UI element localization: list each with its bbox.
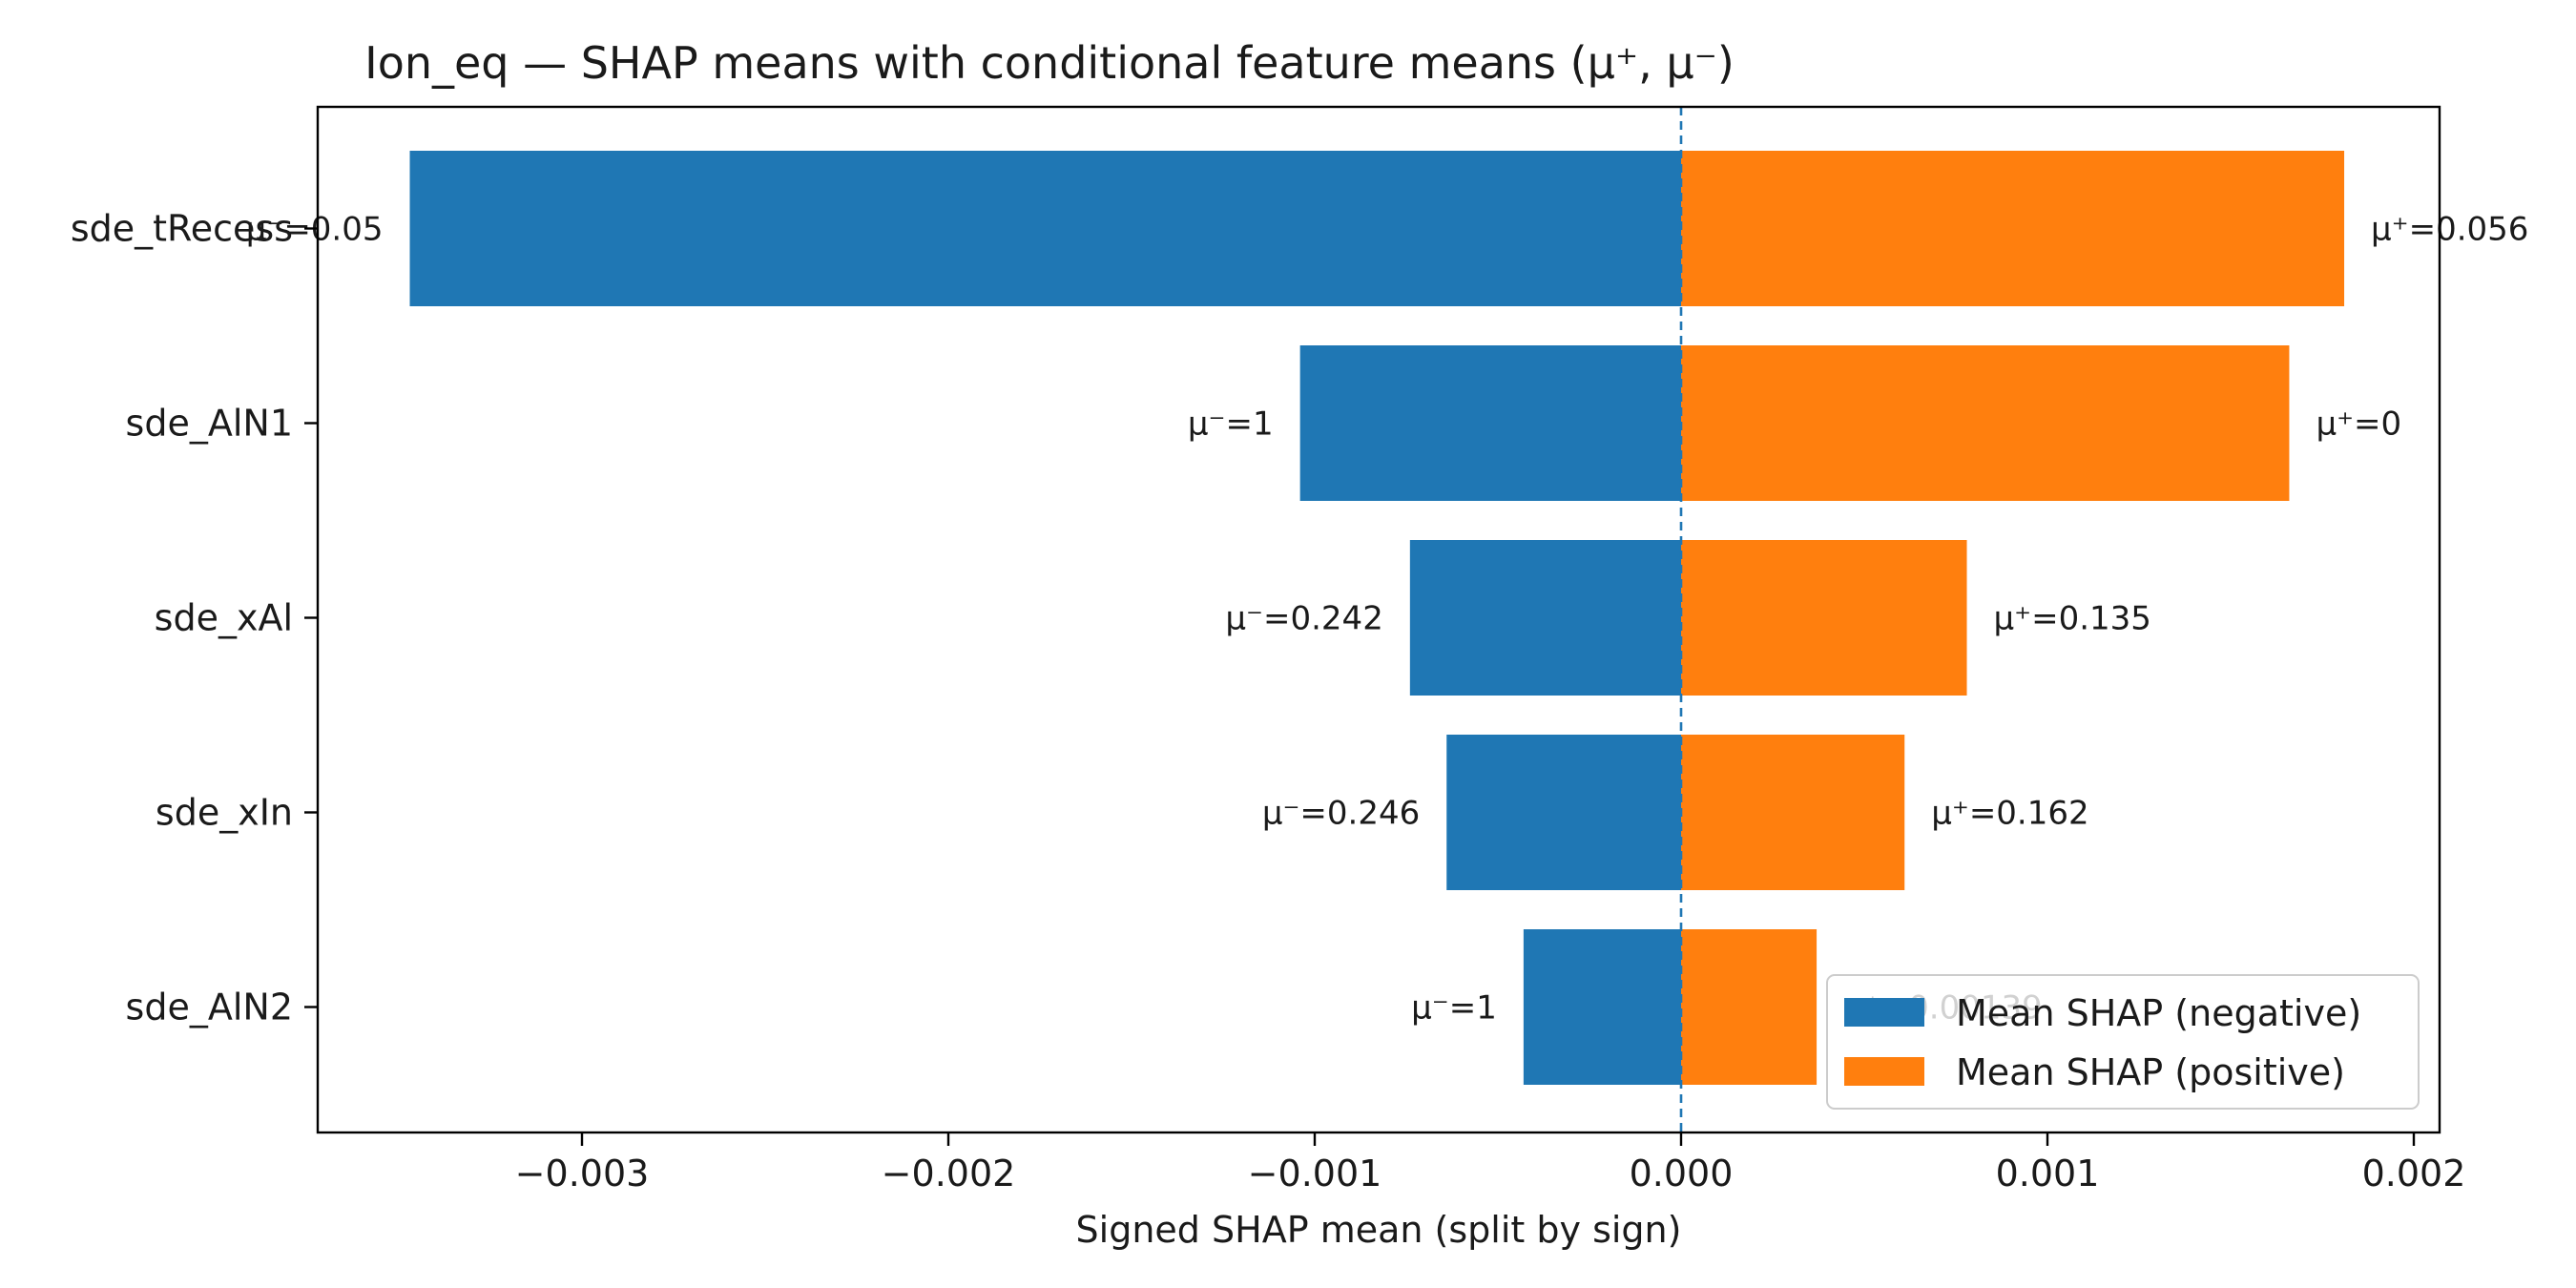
y-tick-label-sde_tRecess: sde_tRecess: [71, 208, 293, 250]
bar-positive-sde_AlN2: [1681, 929, 1818, 1085]
legend-frame: [1826, 974, 2420, 1110]
data-label-positive-sde_xIn: μ⁺=0.162: [1931, 795, 2088, 833]
y-tick-label-sde_xAl: sde_xAl: [155, 597, 293, 639]
data-label-negative-sde_xIn: μ⁻=0.246: [1262, 795, 1420, 833]
data-label-positive-sde_tRecess: μ⁺=0.056: [2371, 211, 2528, 249]
x-tick-label: 0.002: [2362, 1153, 2466, 1195]
bar-positive-sde_tRecess: [1681, 151, 2345, 306]
legend-label-negative: Mean SHAP (negative): [1956, 992, 2361, 1034]
bar-negative-sde_xIn: [1446, 735, 1681, 890]
bar-negative-sde_xAl: [1409, 540, 1681, 696]
chart-title: Ion_eq — SHAP means with conditional fea…: [364, 37, 1735, 89]
bar-positive-sde_xAl: [1681, 540, 1967, 696]
data-label-negative-sde_xAl: μ⁻=0.242: [1225, 600, 1382, 638]
plot-frame: [316, 105, 2441, 1134]
x-axis-label: Signed SHAP mean (split by sign): [1076, 1209, 1682, 1251]
bar-negative-sde_AlN2: [1523, 929, 1681, 1085]
bar-positive-sde_AlN1: [1681, 345, 2290, 501]
legend-swatch-positive: [1844, 1057, 1924, 1086]
bar-negative-sde_AlN1: [1299, 345, 1681, 501]
legend: Mean SHAP (negative) Mean SHAP (positive…: [1826, 974, 2420, 1110]
data-label-negative-sde_AlN2: μ⁻=1: [1411, 989, 1497, 1028]
legend-label-positive: Mean SHAP (positive): [1956, 1051, 2345, 1093]
x-axis: −0.003 −0.002 −0.001 0.000 0.001 0.002: [515, 1132, 2466, 1195]
data-label-negative-sde_AlN1: μ⁻=1: [1188, 405, 1274, 444]
legend-swatch-negative: [1844, 998, 1924, 1027]
y-axis: sde_tRecess sde_AlN1 sde_xAl sde_xIn sde_AlN…: [71, 208, 318, 1028]
bars-layer: [409, 107, 2345, 1132]
x-tick-label: −0.003: [515, 1153, 650, 1195]
bar-positive-sde_xIn: [1681, 735, 1905, 890]
x-tick-label: 0.001: [1996, 1153, 2100, 1195]
bar-negative-sde_tRecess: [409, 151, 1681, 306]
x-tick-label: 0.000: [1630, 1153, 1734, 1195]
y-tick-label-sde_xIn: sde_xIn: [156, 792, 293, 834]
y-tick-label-sde_AlN2: sde_AlN2: [126, 987, 293, 1028]
data-label-positive-sde_AlN1: μ⁺=0: [2316, 405, 2401, 444]
data-label-positive-sde_xAl: μ⁺=0.135: [1994, 600, 2151, 638]
x-tick-label: −0.001: [1248, 1153, 1382, 1195]
y-tick-label-sde_AlN1: sde_AlN1: [126, 403, 293, 445]
x-tick-label: −0.002: [882, 1153, 1016, 1195]
